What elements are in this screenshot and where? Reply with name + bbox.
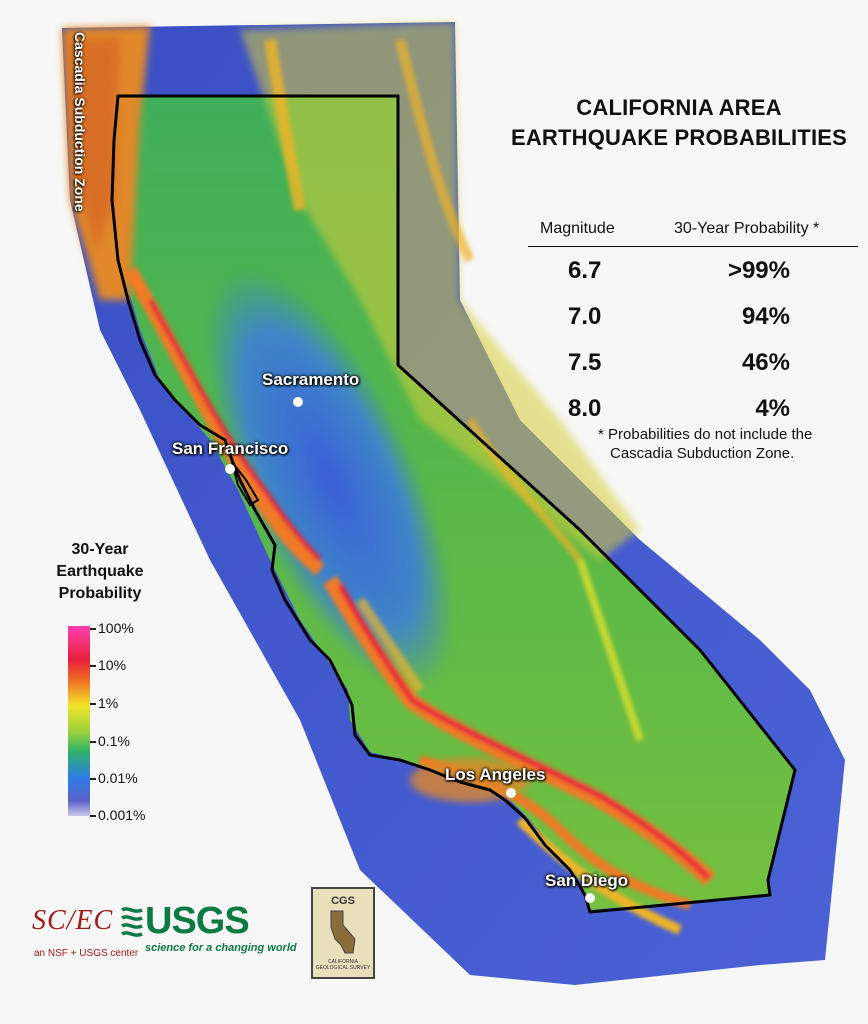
sacramento-dot [293, 397, 303, 407]
table-row: 7.5 46% [528, 339, 858, 385]
legend-title-line: 30-Year [71, 541, 129, 558]
footnote: * Probabilities do not include the Casca… [598, 425, 866, 463]
la-basin [410, 758, 530, 802]
legend-tick [90, 778, 96, 780]
usgs-logo: USGS [145, 900, 250, 942]
table-row: 8.0 4% [528, 385, 858, 431]
row-probability: 46% [741, 349, 790, 376]
scec-tagline: an NSF + USGS center [34, 948, 139, 959]
header-magnitude: Magnitude [540, 220, 615, 237]
usgs-wave-icon [121, 907, 143, 937]
legend-tick-label: 10% [98, 657, 127, 673]
california-outline-icon [330, 910, 356, 954]
legend-title-line: Probability [58, 585, 142, 602]
los-angeles-dot [506, 788, 516, 798]
legend-tick-label: 0.1% [98, 733, 130, 749]
eastern-ranges [240, 22, 640, 560]
title-line-2: EARTHQUAKE PROBABILITIES [510, 125, 848, 150]
city-label-sacramento: Sacramento [262, 370, 360, 389]
usgs-tagline: science for a changing world [145, 942, 297, 954]
cgs-tagline: CALIFORNIA GEOLOGICAL SURVEY [315, 959, 371, 971]
footnote-line-1: * Probabilities do not include the [598, 426, 813, 443]
row-probability: 4% [755, 395, 790, 422]
city-label-los-angeles: Los Angeles [445, 765, 546, 784]
table-header: Magnitude 30-Year Probability * [528, 218, 858, 247]
row-magnitude: 7.0 [568, 303, 602, 330]
table-row: 6.7 >99% [528, 247, 858, 293]
legend-tick-label: 1% [98, 695, 119, 711]
footnote-line-2: Cascadia Subduction Zone. [610, 445, 795, 462]
legend-tick [90, 815, 96, 817]
california-border [110, 94, 797, 914]
table-row: 7.0 94% [528, 293, 858, 339]
legend-title: 30-Year Earthquake Probability [30, 539, 170, 605]
row-magnitude: 7.5 [568, 349, 602, 376]
legend-tick-label: 100% [98, 620, 134, 636]
san-diego-dot [585, 893, 595, 903]
cascadia-label: Cascadia Subduction Zone [72, 32, 88, 212]
legend-tick [90, 741, 96, 743]
legend-title-line: Earthquake [56, 563, 144, 580]
bay-outline [231, 461, 260, 507]
row-magnitude: 8.0 [568, 395, 602, 422]
legend-tick [90, 665, 96, 667]
cgs-logo: CGS CALIFORNIA GEOLOGICAL SURVEY [311, 887, 375, 979]
row-magnitude: 6.7 [568, 257, 602, 284]
legend-tick [90, 628, 96, 630]
title-line-1: CALIFORNIA AREA [576, 95, 782, 120]
legend-tick-label: 0.001% [98, 807, 146, 823]
header-probability: 30-Year Probability * [674, 220, 820, 237]
legend-tick [90, 703, 96, 705]
cgs-label: CGS [331, 895, 355, 907]
scec-logo: SC/EC [32, 905, 114, 936]
san-francisco-dot [225, 464, 235, 474]
row-probability: >99% [727, 257, 790, 284]
city-label-san-diego: San Diego [545, 871, 629, 890]
central-valley [205, 268, 455, 692]
city-label-san-francisco: San Francisco [172, 439, 289, 458]
legend-color-bar [68, 626, 90, 816]
legend-tick-label: 0.01% [98, 770, 138, 786]
row-probability: 94% [741, 303, 790, 330]
page-title: CALIFORNIA AREA EARTHQUAKE PROBABILITIES [490, 93, 868, 153]
probability-table: Magnitude 30-Year Probability * 6.7 >99%… [528, 218, 858, 431]
